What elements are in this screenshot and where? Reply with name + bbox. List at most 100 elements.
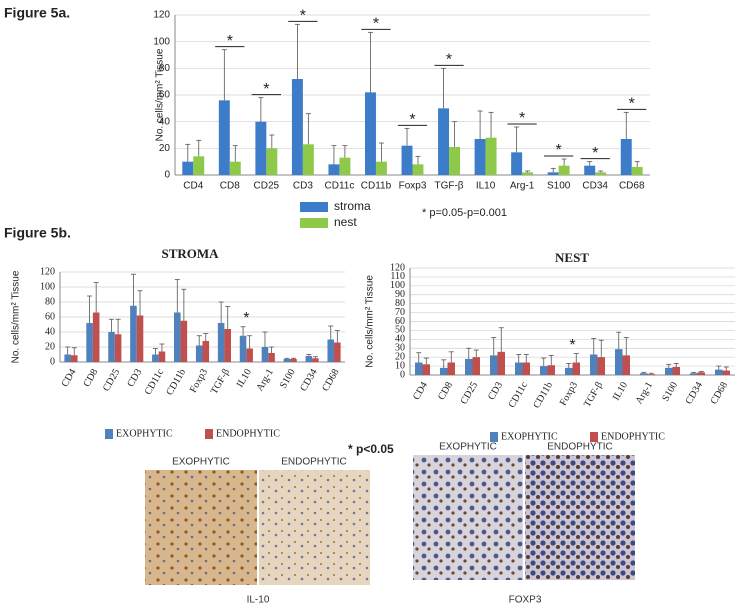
x-tick-label: CD3 (293, 181, 313, 192)
bar (447, 362, 455, 375)
y-axis-label: No. cells/mm² Tissue (11, 270, 22, 363)
bar (485, 137, 497, 175)
chart-title: NEST (555, 250, 589, 265)
bar (412, 164, 424, 175)
bar (631, 167, 643, 175)
bar (130, 305, 137, 362)
y-tick-label: 120 (40, 266, 55, 277)
x-tick-label: CD34 (582, 181, 608, 192)
significance-marker: * (446, 52, 452, 69)
bar (152, 354, 159, 362)
y-tick-label: 0 (50, 356, 55, 367)
x-tick-label: CD11b (531, 380, 555, 410)
legend-label: EXOPHYTIC (116, 428, 173, 439)
bar (522, 172, 534, 175)
figure-label: Figure 5a. (4, 5, 70, 21)
image-label: ENDOPHYTIC (547, 442, 613, 453)
y-tick-label: 90 (395, 289, 405, 300)
x-tick-label: CD25 (101, 367, 122, 393)
legend-label: EXOPHYTIC (501, 431, 558, 442)
x-tick-label: CD11b (361, 181, 392, 192)
bar (302, 144, 314, 175)
bar (312, 358, 319, 362)
x-tick-label: CD68 (709, 380, 730, 406)
bar (365, 92, 376, 175)
x-tick-label: CD4 (183, 181, 203, 192)
image-caption: IL-10 (247, 595, 270, 606)
significance-marker: * (263, 81, 269, 98)
bar (522, 362, 530, 375)
bar (182, 161, 194, 175)
image-caption: FOXP3 (509, 595, 542, 606)
bar (515, 362, 523, 375)
y-tick-label: 40 (159, 116, 171, 127)
bar (193, 156, 205, 175)
bar (261, 347, 269, 362)
y-tick-label: 110 (390, 271, 405, 282)
legend-swatch (590, 432, 598, 442)
y-tick-label: 80 (395, 298, 405, 309)
bar (239, 335, 247, 362)
bar (440, 367, 448, 375)
x-tick-label: TGF-β (209, 367, 232, 396)
bar (339, 157, 351, 175)
bar (334, 342, 341, 362)
x-tick-label: CD3 (486, 380, 505, 402)
bar (92, 312, 100, 362)
bar (597, 357, 605, 375)
bar (290, 359, 297, 362)
micrograph (413, 455, 523, 580)
bar (490, 355, 498, 375)
bar (327, 339, 335, 362)
bar (697, 372, 705, 375)
bar (202, 341, 210, 362)
bar (474, 139, 486, 175)
y-tick-label: 60 (159, 90, 171, 101)
x-tick-label: IL10 (476, 181, 496, 192)
bar (108, 332, 115, 362)
x-tick-label: CD4 (411, 380, 430, 402)
y-tick-label: 20 (395, 351, 405, 362)
chart-title: STROMA (161, 246, 219, 261)
y-tick-label: 20 (45, 341, 55, 352)
x-tick-label: CD8 (81, 367, 100, 389)
x-tick-label: CD68 (619, 181, 645, 192)
bar (547, 172, 559, 175)
x-tick-label: Arg-1 (254, 367, 275, 393)
y-tick-label: 40 (45, 326, 55, 337)
legend-swatch (300, 202, 328, 212)
bar (540, 366, 548, 375)
y-tick-label: 40 (395, 334, 405, 345)
y-tick-label: 10 (395, 360, 405, 371)
x-tick-label: CD11c (325, 181, 355, 192)
y-tick-label: 80 (159, 63, 171, 74)
bar (283, 359, 291, 362)
bar (246, 348, 253, 362)
significance-marker: * (409, 112, 415, 129)
x-tick-label: CD11c (507, 380, 531, 410)
x-tick-label: CD34 (684, 380, 705, 406)
y-tick-label: 20 (159, 143, 171, 154)
significance-marker: * (227, 33, 233, 50)
bar (690, 373, 698, 375)
bar (449, 147, 460, 175)
legend-label: stroma (334, 199, 371, 213)
x-tick-label: S100 (660, 380, 680, 403)
bar (70, 355, 78, 362)
y-axis-label: No. cells/mm² Tissue (155, 48, 166, 141)
legend-label: nest (334, 215, 357, 229)
x-tick-label: S100 (278, 367, 298, 390)
x-tick-label: IL10 (611, 380, 630, 402)
bar (472, 357, 480, 375)
bar (572, 362, 580, 375)
bar (722, 370, 730, 375)
x-tick-label: CD11b (164, 367, 188, 397)
significance-marker: * (592, 145, 598, 162)
bar (401, 145, 413, 175)
bar (158, 351, 166, 362)
y-tick-label: 0 (400, 369, 405, 380)
image-label: EXOPHYTIC (439, 442, 497, 453)
bar (565, 367, 573, 375)
